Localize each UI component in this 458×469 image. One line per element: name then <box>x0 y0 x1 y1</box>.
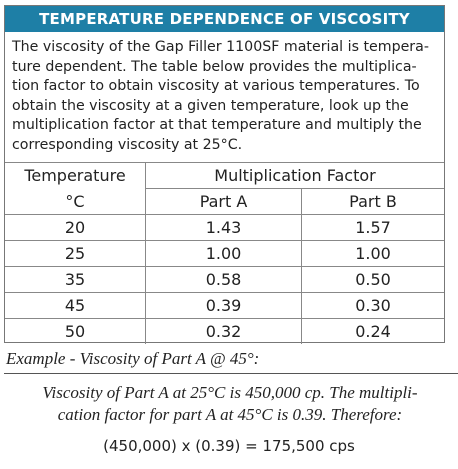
table-row: 25 1.00 1.00 <box>5 240 444 267</box>
table-row: 50 0.32 0.24 <box>5 318 444 344</box>
text-line: tion factor to obtain viscosity at vario… <box>12 78 420 94</box>
table-cell: 25 <box>5 240 146 267</box>
header-cell: Part A <box>145 188 302 215</box>
table-cell: 0.50 <box>301 266 444 293</box>
text-line: corresponding viscosity at 25°C. <box>12 136 243 153</box>
table-cell: 0.24 <box>301 318 444 344</box>
subheader-row: °C Part A Part B <box>5 188 444 215</box>
table-cell: 0.30 <box>301 292 444 319</box>
text-line: cation factor for part A at 45°C is 0.39… <box>57 405 403 424</box>
factor-table: Temperature Multiplication Factor °C Par… <box>5 162 444 344</box>
panel-title: TEMPERATURE DEPENDENCE OF VISCOSITY <box>5 6 444 32</box>
table-cell: 0.32 <box>145 318 302 344</box>
intro-text: The viscosity of the Gap Filler 1100SF m… <box>12 38 442 155</box>
example-text: Viscosity of Part A at 25°C is 450,000 c… <box>10 382 450 426</box>
formula: (450,000) x (0.39) = 175,500 cps <box>103 437 355 455</box>
table-row: 35 0.58 0.50 <box>5 266 444 293</box>
table-cell: 0.39 <box>145 292 302 319</box>
header-cell: °C <box>5 188 146 215</box>
table-cell: 1.00 <box>145 240 302 267</box>
example-title: Example - Viscosity of Part A @ 45°: <box>6 349 260 368</box>
table-cell: 1.00 <box>301 240 444 267</box>
text-line: Viscosity of Part A at 25°C is 450,000 c… <box>42 383 418 402</box>
table-cell: 0.58 <box>145 266 302 293</box>
header-cell: Multiplication Factor <box>145 162 444 189</box>
text-line: ture dependent. The table below provides… <box>12 58 417 75</box>
text-line: obtain the viscosity at a given temperat… <box>12 97 409 114</box>
table-cell: 45 <box>5 292 146 319</box>
header-cell: Temperature <box>5 162 146 189</box>
table-cell: 1.57 <box>301 214 444 241</box>
table-cell: 1.43 <box>145 214 302 241</box>
text-line: The viscosity of the Gap Filler 1100SF m… <box>12 39 429 55</box>
table-cell: 50 <box>5 318 146 344</box>
text-line: multiplication factor at that temperatur… <box>12 117 422 133</box>
header-row: Temperature Multiplication Factor <box>5 162 444 189</box>
table-row: 20 1.43 1.57 <box>5 214 444 241</box>
header-cell: Part B <box>301 188 444 215</box>
table-cell: 35 <box>5 266 146 293</box>
table-cell: 20 <box>5 214 146 241</box>
table-row: 45 0.39 0.30 <box>5 292 444 319</box>
divider <box>4 373 458 374</box>
